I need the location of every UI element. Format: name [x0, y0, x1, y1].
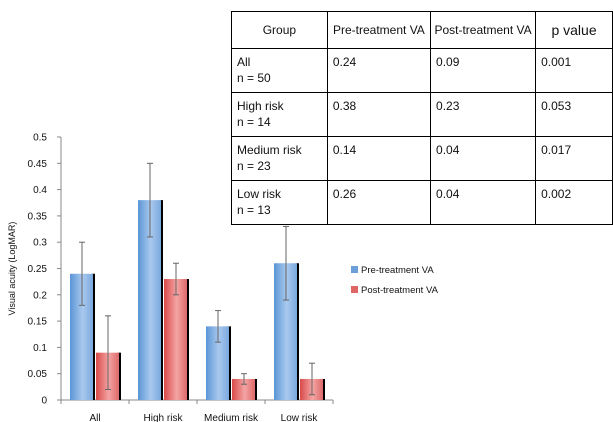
post-treatment-cell: 0.09 [430, 48, 537, 93]
post-treatment-bar [164, 279, 187, 400]
p-value-cell: 0.017 [535, 136, 613, 181]
y-tick-label: 0.3 [33, 238, 47, 249]
group-cell: Low risk n = 13 [231, 180, 328, 225]
legend-swatch [351, 286, 358, 293]
pre-treatment-cell: 0.24 [326, 48, 432, 93]
group-count: n = 14 [237, 115, 271, 129]
legend-label: Pre-treatment VA [361, 265, 434, 276]
pre-treatment-bar [138, 200, 161, 400]
bar-shadow [322, 378, 325, 400]
bar-shadow [228, 326, 231, 400]
table-row: Low risk n = 13 0.26 0.04 0.002 [231, 180, 613, 225]
pre-treatment-cell: 0.14 [326, 136, 432, 181]
p-value-cell: 0.053 [535, 92, 613, 137]
group-name: High risk [237, 99, 284, 113]
table-row: High risk n = 14 0.38 0.23 0.053 [231, 92, 613, 137]
post-treatment-cell: 0.04 [430, 180, 537, 225]
y-axis-label: Visual acuity (LogMAR) [7, 222, 17, 316]
x-tick-label: Medium risk [204, 413, 259, 422]
bar-shadow [254, 378, 257, 400]
bar-shadow [186, 279, 189, 400]
pre-treatment-bar [206, 326, 229, 400]
y-tick-label: 0.15 [28, 317, 48, 328]
y-tick-label: 0.45 [28, 159, 48, 170]
chart-legend: Pre-treatment VA Post-treatment VA [351, 265, 439, 296]
group-name: Low risk [237, 187, 282, 201]
group-cell: All n = 50 [231, 48, 328, 93]
group-count: n = 23 [237, 159, 271, 173]
y-tick-label: 0.35 [28, 211, 48, 222]
header-p-value: p value [535, 11, 613, 49]
bar-shadow [92, 273, 95, 400]
group-cell: Medium risk n = 23 [231, 136, 328, 181]
y-tick-label: 0.5 [33, 133, 47, 144]
legend-label: Post-treatment VA [361, 285, 439, 296]
pre-treatment-cell: 0.26 [326, 180, 432, 225]
post-treatment-cell: 0.23 [430, 92, 537, 137]
header-pre-treatment: Pre-treatment VA [326, 11, 432, 49]
y-tick-label: 0.25 [28, 264, 48, 275]
legend-swatch [351, 266, 358, 273]
group-count: n = 13 [237, 203, 271, 217]
post-treatment-cell: 0.04 [430, 136, 537, 181]
header-group: Group [231, 11, 328, 49]
pre-treatment-cell: 0.38 [326, 92, 432, 137]
group-name: All [237, 55, 251, 69]
p-value-cell: 0.001 [535, 48, 613, 93]
results-table-container: Group Pre-treatment VA Post-treatment VA… [231, 11, 613, 225]
pre-treatment-bar [70, 273, 93, 400]
bar-shadow [160, 200, 163, 400]
table-header-row: Group Pre-treatment VA Post-treatment VA… [231, 11, 613, 49]
post-treatment-bar [232, 378, 255, 400]
results-table: Group Pre-treatment VA Post-treatment VA… [231, 11, 613, 225]
bar-shadow [296, 263, 299, 400]
group-cell: High risk n = 14 [231, 92, 328, 137]
bar-shadow [118, 352, 121, 400]
y-tick-label: 0.4 [33, 185, 47, 196]
y-tick-label: 0.05 [28, 369, 48, 380]
x-tick-label: Low risk [281, 413, 319, 422]
y-tick-label: 0.2 [33, 290, 47, 301]
y-tick-label: 0 [41, 396, 47, 407]
x-tick-label: High risk [144, 413, 184, 422]
pre-treatment-bar [274, 263, 297, 400]
table-row: Medium risk n = 23 0.14 0.04 0.017 [231, 136, 613, 181]
p-value-cell: 0.002 [535, 180, 613, 225]
header-post-treatment: Post-treatment VA [430, 11, 537, 49]
table-row: All n = 50 0.24 0.09 0.001 [231, 48, 613, 93]
group-count: n = 50 [237, 71, 271, 85]
group-name: Medium risk [237, 143, 302, 157]
y-tick-label: 0.1 [33, 343, 47, 354]
x-tick-label: All [89, 413, 100, 422]
